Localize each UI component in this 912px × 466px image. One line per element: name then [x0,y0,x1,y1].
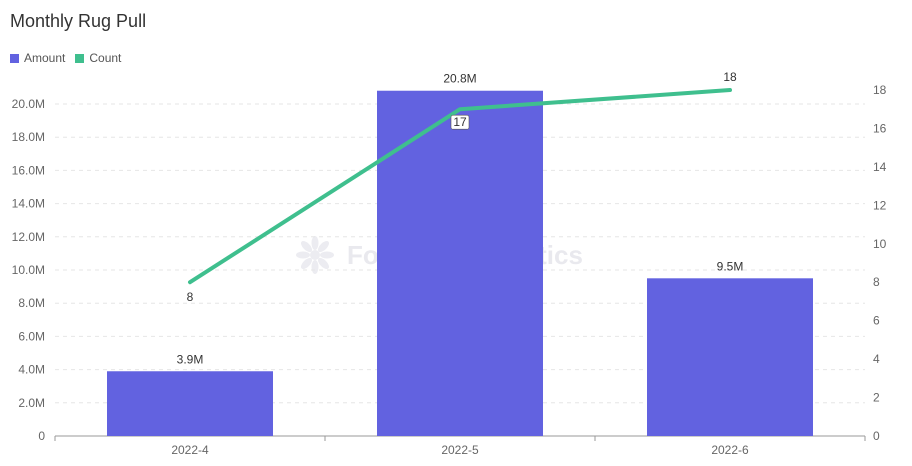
line-data-label: 8 [187,290,194,304]
watermark-logo-petal [300,240,313,253]
line-label-halo [450,114,470,130]
y-left-tick-label: 16.0M [12,163,45,177]
y-left-tick-label: 10.0M [12,263,45,277]
legend-swatch-amount [10,53,19,63]
bar-amount [647,278,813,436]
line-data-label: 17 [453,115,467,129]
legend-label-amount: Amount [24,51,66,65]
watermark-logo-petal [320,251,334,259]
x-tick-label: 2022-4 [171,443,209,457]
y-right-tick-label: 0 [873,429,880,443]
watermark-logo-petal [296,251,310,259]
y-right-tick-label: 18 [873,83,887,97]
y-right-tick-label: 16 [873,121,887,135]
y-left-tick-label: 0 [38,429,45,443]
y-right-tick-label: 8 [873,275,880,289]
chart-title: Monthly Rug Pull [10,11,147,31]
bar-data-label: 9.5M [717,259,744,273]
y-left-tick-label: 6.0M [18,329,45,343]
line-data-label: 18 [723,70,737,84]
legend: Amount Count [10,51,131,65]
x-tick-label: 2022-5 [441,443,479,457]
y-left-tick-label: 14.0M [12,197,45,211]
y-right-tick-label: 10 [873,237,887,251]
watermark-logo-petal [317,240,330,253]
y-left-tick-label: 2.0M [18,396,45,410]
legend-item-count[interactable]: Count [75,51,121,65]
y-right-tick-label: 14 [873,160,887,174]
bar-data-label: 20.8M [443,72,476,86]
watermark-logo-petal [311,260,319,274]
legend-swatch-count [75,53,85,63]
x-tick-label: 2022-6 [711,443,749,457]
y-right-tick-label: 4 [873,352,880,366]
y-left-tick-label: 12.0M [12,230,45,244]
line-count [188,88,732,285]
y-right-tick-label: 12 [873,198,887,212]
watermark-logo-center [310,250,320,260]
watermark-logo-petal [300,257,313,270]
y-left-tick-label: 18.0M [12,130,45,144]
watermark-logo-petal [311,236,319,250]
y-left-tick-label: 20.0M [12,97,45,111]
y-right-tick-label: 2 [873,391,880,405]
legend-item-amount[interactable]: Amount [10,51,65,65]
y-right-tick-label: 6 [873,314,880,328]
y-left-tick-label: 4.0M [18,363,45,377]
bar-amount [377,90,543,436]
bar-amount [107,371,273,436]
y-left-tick-label: 8.0M [18,296,45,310]
bar-data-label: 3.9M [177,352,204,366]
legend-label-count: Count [89,51,122,65]
watermark-logo-petal [317,257,330,270]
